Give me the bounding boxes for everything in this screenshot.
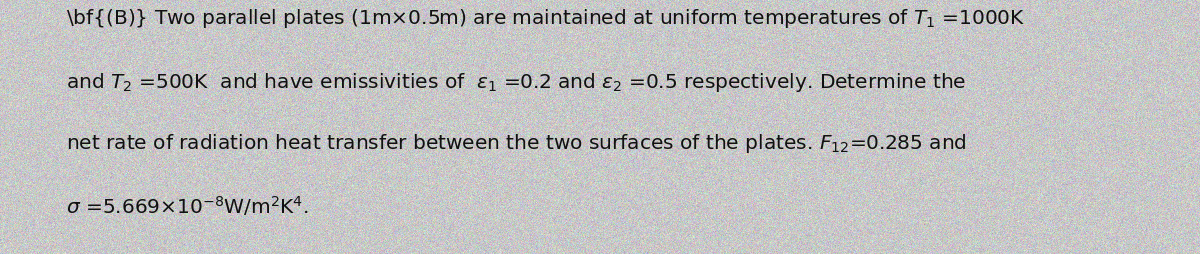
Text: net rate of radiation heat transfer between the two surfaces of the plates. $F_{: net rate of radiation heat transfer betw… <box>66 132 967 155</box>
Text: and $T_2$ =500K  and have emissivities of  $\varepsilon_1$ =0.2 and $\varepsilon: and $T_2$ =500K and have emissivities of… <box>66 71 966 94</box>
Text: \bf{(B)} Two parallel plates (1m$\times$0.5m) are maintained at uniform temperat: \bf{(B)} Two parallel plates (1m$\times$… <box>66 7 1025 30</box>
Text: $\sigma$ =5.669$\times$10$^{-8}$W/m$^2$K$^4$.: $\sigma$ =5.669$\times$10$^{-8}$W/m$^2$K… <box>66 195 308 218</box>
